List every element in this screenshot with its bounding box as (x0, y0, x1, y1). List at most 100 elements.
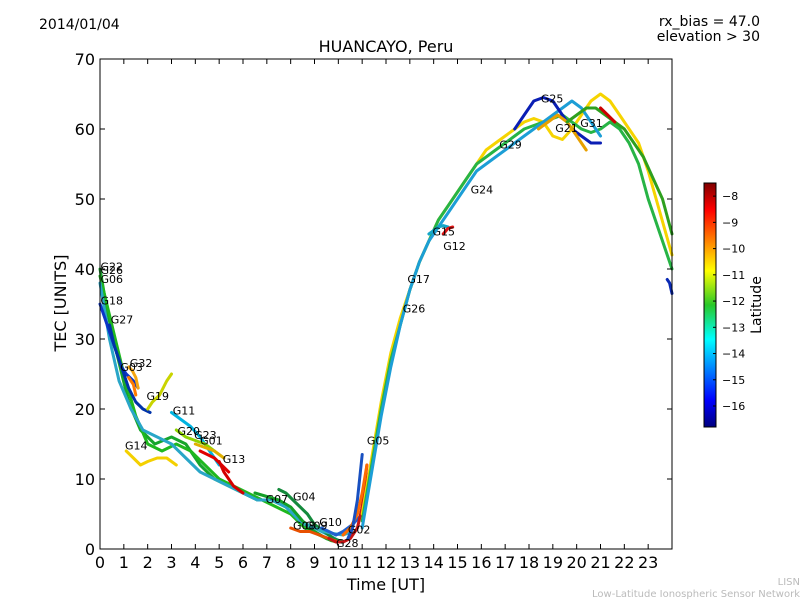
series-line-g23 (193, 442, 226, 460)
series-line-g13 (217, 460, 245, 495)
colorbar-ticks: −8 −9 −10 −11 −12 −13 −14 −15 −16 (713, 190, 745, 413)
colorbar-tick-label: −14 (722, 348, 745, 361)
y-tick-label: 20 (75, 400, 95, 419)
x-tick-label: 1 (119, 553, 129, 572)
satellite-label-g04: G04 (293, 491, 316, 504)
series-line-g04 (277, 488, 345, 544)
satellite-label-g12: G12 (443, 240, 466, 253)
satellite-label-g24: G24 (471, 183, 494, 196)
x-tick-label: 10 (328, 553, 348, 572)
colorbar-tick-label: −16 (722, 400, 745, 413)
satellite-label-g32: G32 (130, 357, 153, 370)
satellite-label-g19: G19 (147, 390, 170, 403)
satellite-label-g07: G07 (266, 493, 289, 506)
y-tick-label: 50 (75, 190, 95, 209)
x-tick-label: 19 (543, 553, 563, 572)
x-tick-label: 23 (638, 553, 658, 572)
satellite-label-g29: G29 (499, 139, 522, 152)
y-tick-label: 60 (75, 120, 95, 139)
date-label: 2014/01/04 (39, 17, 120, 33)
x-tick-label: 16 (471, 553, 491, 572)
satellite-label-g10: G10 (319, 516, 342, 529)
chart-title: HUANCAYO, Peru (319, 37, 454, 56)
series-line-g19 (146, 372, 173, 411)
series-line-g15 (427, 224, 450, 236)
x-tick-label: 7 (262, 553, 272, 572)
series-line-g29 (360, 113, 674, 523)
satellite-label-g23: G23 (194, 429, 217, 442)
x-tick-label: 21 (590, 553, 610, 572)
satellite-label-g11: G11 (173, 405, 196, 418)
x-tick-label: 13 (400, 553, 420, 572)
colorbar (703, 182, 717, 428)
x-tick-label: 4 (190, 553, 200, 572)
x-tick-label: 9 (309, 553, 319, 572)
satellite-label-g18: G18 (101, 295, 124, 308)
satellite-label-g01: G01 (200, 435, 223, 448)
x-tick-label: 5 (214, 553, 224, 572)
rx-bias-label: rx_bias = 47.0 (658, 14, 760, 30)
series-line-g24 (360, 99, 602, 530)
y-axis-label: TEC [UNITS] (51, 255, 70, 353)
axes: 0 1 2 3 4 5 6 7 8 9 10 11 12 13 14 15 16 17 18 19 20 21 22 2301… (75, 50, 672, 572)
plot-frame (99, 58, 673, 550)
series-line-g30 (665, 278, 674, 295)
colorbar-tick-label: −11 (722, 269, 745, 282)
satellite-label-g05: G05 (367, 435, 390, 448)
series-line-g05 (346, 453, 364, 540)
x-tick-label: 11 (352, 553, 372, 572)
satellite-label-g22: G22 (101, 260, 124, 273)
x-tick-label: 8 (286, 553, 296, 572)
satellite-label-g08: G08 (293, 519, 316, 532)
colorbar-tick-label: −15 (722, 374, 745, 387)
series-line-g14 (124, 449, 178, 467)
satellite-label-g06: G06 (101, 273, 124, 286)
y-tick-label: 10 (75, 470, 95, 489)
x-tick-label: 12 (376, 553, 396, 572)
series-line-g25 (513, 96, 602, 145)
y-tick-label: 70 (75, 50, 95, 69)
satellite-label-g21: G21 (555, 122, 578, 135)
colorbar-tick-label: −10 (722, 243, 745, 256)
colorbar-tick-label: −8 (722, 190, 738, 203)
series-line-g06 (98, 281, 340, 543)
x-tick-label: 2 (143, 553, 153, 572)
series-line-g32 (127, 365, 140, 390)
series-line-g31 (565, 106, 674, 236)
x-tick-label: 17 (495, 553, 515, 572)
footer-org-long: Low-Latitude Ionospheric Sensor Network (592, 589, 800, 600)
y-tick-label: 0 (85, 540, 95, 559)
x-axis-label: Time [UT] (346, 575, 425, 594)
satellite-label-g31: G31 (580, 117, 603, 130)
satellite-label-g09: G09 (305, 519, 328, 532)
satellite-label-g13: G13 (223, 453, 246, 466)
series-line-g21 (537, 113, 588, 152)
series-line-g20 (174, 428, 216, 453)
satellite-label-g17: G17 (407, 273, 430, 286)
x-tick-label: 20 (566, 553, 586, 572)
series-layer (98, 92, 674, 544)
y-tick-label: 40 (75, 260, 95, 279)
x-tick-label: 18 (519, 553, 539, 572)
x-tick-label: 15 (447, 553, 467, 572)
satellite-label-g20: G20 (178, 425, 201, 438)
satellite-label-g26: G26 (403, 302, 426, 315)
series-line-g03 (127, 376, 138, 397)
y-tick-label: 30 (75, 330, 95, 349)
colorbar-tick-label: −9 (722, 216, 738, 229)
series-line-g11 (170, 411, 221, 467)
series-line-g01 (198, 449, 231, 474)
satellite-label-g28: G28 (336, 537, 359, 550)
x-tick-label: 3 (166, 553, 176, 572)
satellite-label-g15: G15 (433, 225, 456, 238)
colorbar-tick-label: −12 (722, 295, 745, 308)
series-line-g12 (441, 225, 455, 236)
satellite-label-g03: G03 (120, 361, 143, 374)
series-line-g16 (599, 106, 617, 124)
elevation-label: elevation > 30 (656, 29, 760, 45)
satellite-label-g02: G02 (348, 524, 371, 537)
x-tick-label: 14 (423, 553, 443, 572)
series-line-g27 (108, 323, 152, 414)
satellite-label-g26: G26 (101, 264, 124, 277)
